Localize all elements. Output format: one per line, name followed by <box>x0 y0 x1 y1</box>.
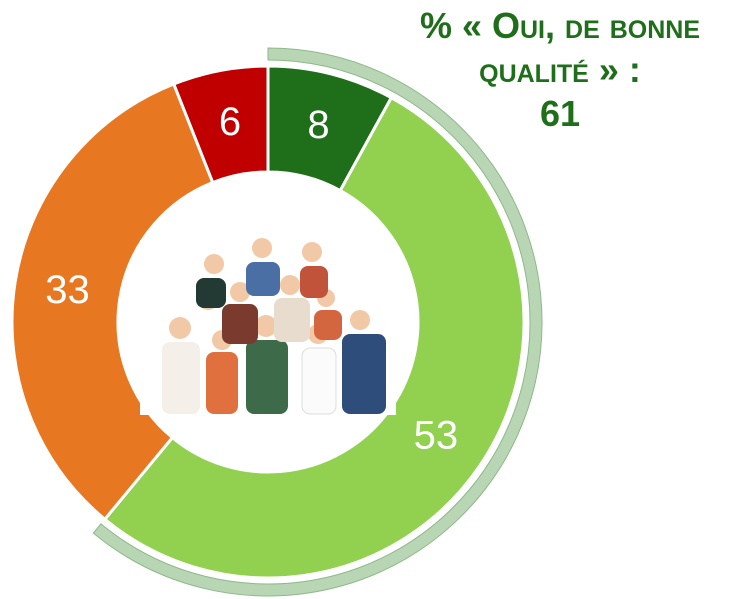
slice-label: 53 <box>414 414 459 458</box>
slice <box>102 95 526 580</box>
people-illustration <box>140 238 396 415</box>
slice <box>171 64 270 185</box>
slice-label: 6 <box>219 100 241 144</box>
slice-label: 8 <box>307 103 329 147</box>
highlight-arc <box>92 47 543 597</box>
annotation-value: 61 <box>539 93 581 134</box>
annotation-text: % « Oui, de bonne qualité » : <box>419 5 701 90</box>
annotation: % « Oui, de bonne qualité » :61 <box>390 4 730 136</box>
slice-label: 33 <box>45 268 90 312</box>
slice <box>10 82 215 522</box>
